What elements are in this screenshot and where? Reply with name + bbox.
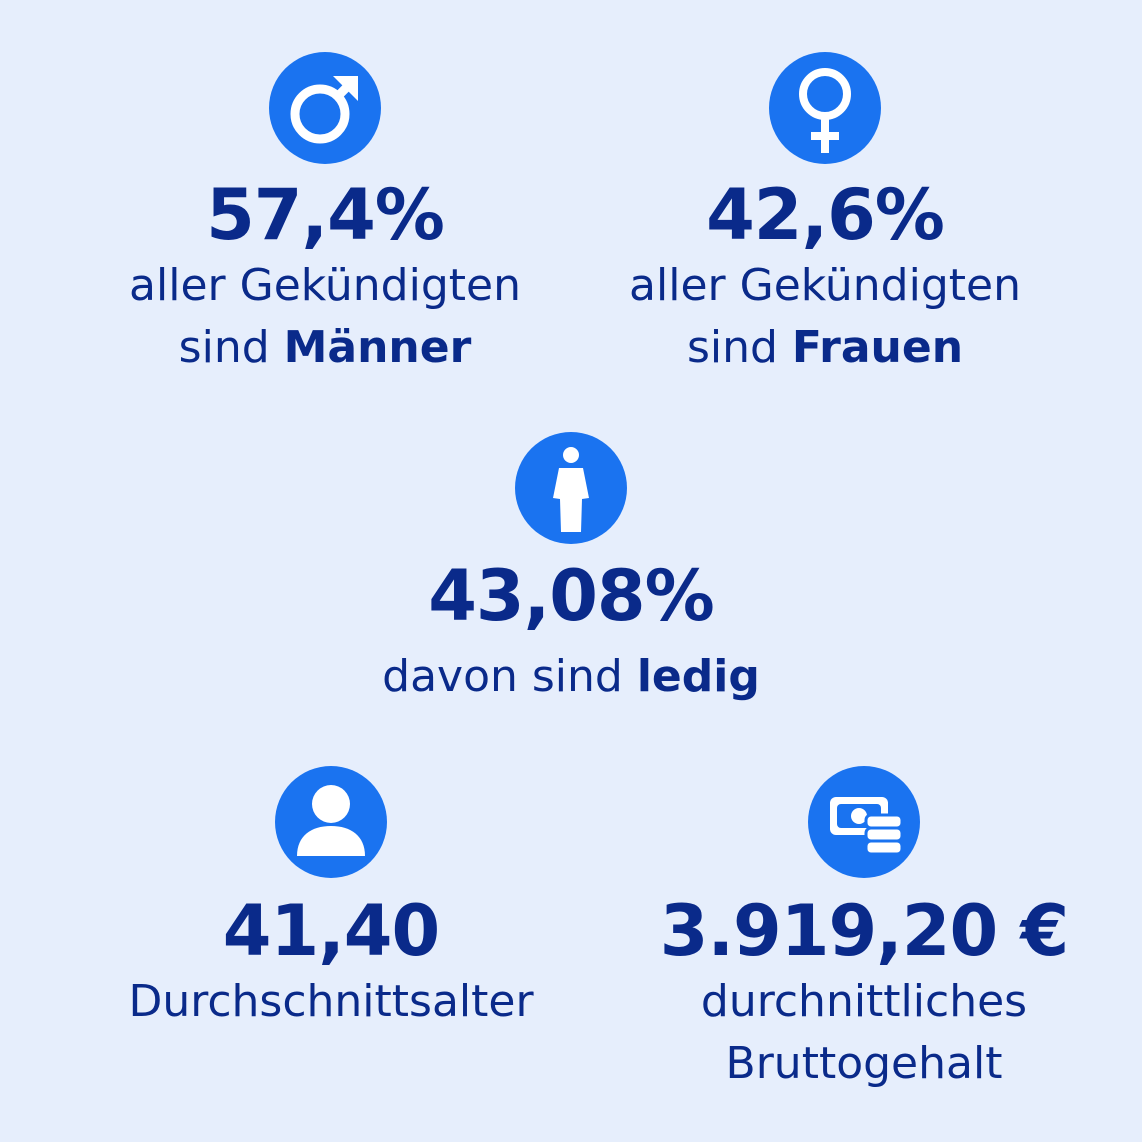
stat-men-label-line2: sind Männer — [178, 322, 472, 373]
male-symbol-icon — [269, 52, 381, 164]
stat-salary-label-line2: Bruttogehalt — [725, 1038, 1003, 1089]
user-avatar-icon — [275, 766, 387, 878]
stat-men-label-line1: aller Gekündigten — [129, 260, 521, 311]
stat-women: 42,6% aller Gekündigten sind Frauen — [629, 175, 1021, 379]
stat-single-label: davon sind ledig — [382, 651, 760, 702]
stat-salary: 3.919,20 € durchnittliches Bruttogehalt — [660, 891, 1069, 1095]
female-symbol-icon — [769, 52, 881, 164]
stat-women-label-line1: aller Gekündigten — [629, 260, 1021, 311]
stat-women-label-line2: sind Frauen — [686, 322, 964, 373]
stat-age-label: Durchschnittsalter — [128, 976, 534, 1027]
single-person-icon — [515, 432, 627, 544]
stat-women-label-bold: Frauen — [791, 322, 964, 373]
stat-salary-value: 3.919,20 € — [659, 890, 1069, 972]
stat-men-value: 57,4% — [206, 174, 445, 256]
stat-men-label-bold: Männer — [283, 322, 472, 373]
stat-single-value: 43,08% — [428, 555, 715, 637]
stat-single-label-bold: ledig — [636, 651, 760, 702]
stat-men: 57,4% aller Gekündigten sind Männer — [129, 175, 521, 379]
money-coins-icon — [808, 766, 920, 878]
stat-women-value: 42,6% — [706, 174, 945, 256]
stat-age: 41,40 Durchschnittsalter — [128, 891, 533, 1033]
stat-single: 43,08% davon sind ledig — [382, 556, 760, 708]
stat-age-value: 41,40 — [222, 890, 440, 972]
stat-salary-label-line1: durchnittliches — [700, 976, 1028, 1027]
